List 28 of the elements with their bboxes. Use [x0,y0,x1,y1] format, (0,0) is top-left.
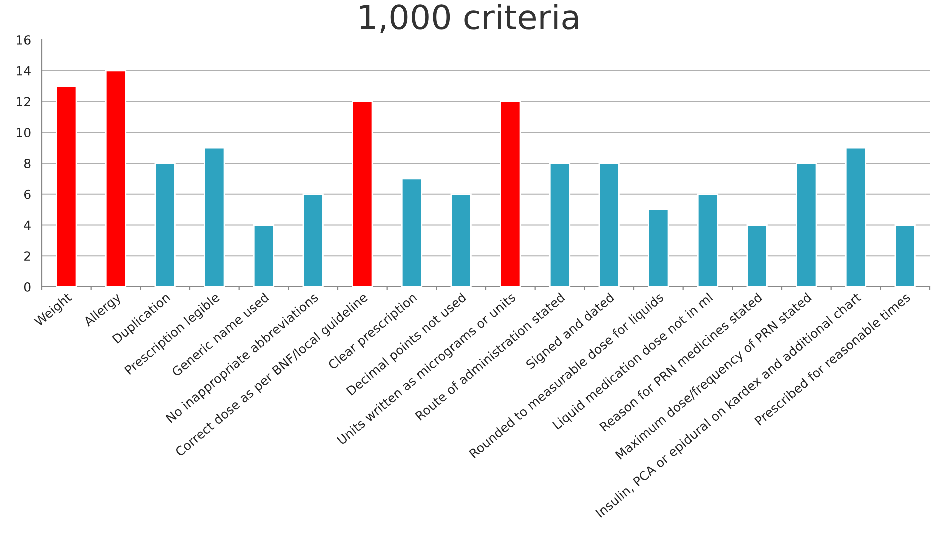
y-tick-label: 8 [24,158,31,168]
chart-title: 1,000 criteria [360,4,578,34]
bar [500,101,522,287]
bar [894,224,916,287]
bar [352,101,374,287]
bar [598,162,620,287]
bar [746,224,768,287]
y-tick-label: 16 [17,35,31,45]
y-tick-label: 4 [24,220,31,230]
y-tick-label: 0 [24,282,31,292]
bar [401,178,423,287]
bar [253,224,275,287]
bar [204,147,226,287]
y-tick-label: 6 [24,190,31,200]
bar [154,162,176,287]
y-tick-label: 2 [24,252,30,261]
bar [796,162,818,287]
bar [697,194,719,287]
bar [105,70,127,287]
bar [648,209,670,287]
bar [549,162,571,287]
bar [302,194,324,287]
bar [450,194,472,287]
y-tick-label: 10 [17,128,31,138]
bar [845,147,867,287]
y-tick-label: 12 [17,97,30,106]
y-tick-label: 14 [17,66,31,76]
bar [56,86,78,287]
